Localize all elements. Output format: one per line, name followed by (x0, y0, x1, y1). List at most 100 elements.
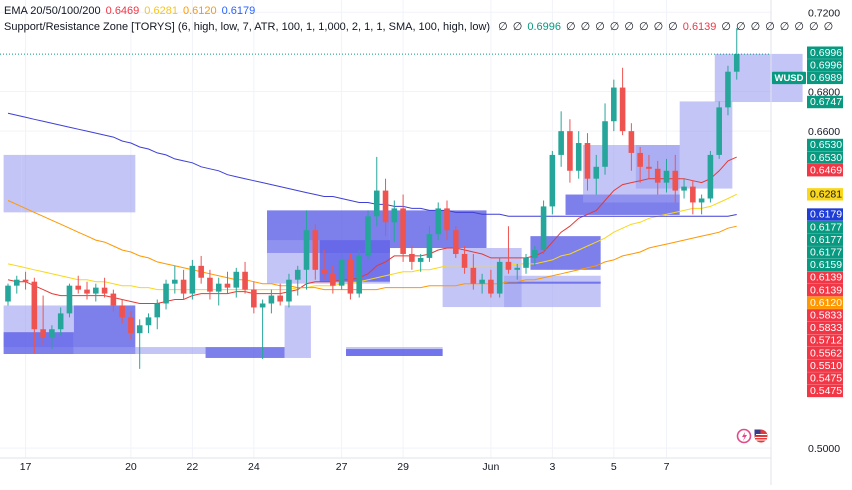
y-tick-label: 0.5000 (808, 443, 840, 455)
candle (207, 269, 213, 300)
candle-body (681, 186, 687, 191)
price-label-box (807, 372, 843, 385)
candle (540, 200, 547, 254)
candle (619, 67, 626, 136)
price-label-text: 0.5510 (810, 360, 842, 372)
sr-legend-value: ∅ (653, 21, 664, 33)
candle-body (611, 87, 617, 122)
sr-legend-value: ∅ (498, 21, 508, 33)
sr-legend-value: ∅ (624, 21, 634, 33)
price-label-text: 0.5562 (810, 347, 842, 359)
candle-body (444, 208, 450, 231)
legend: EMA 20/50/100/200 0.6469 0.6281 0.6120 0.617… (4, 3, 833, 35)
candle (505, 226, 512, 274)
x-tick-label: 24 (248, 461, 260, 473)
price-label: 0.6177 (807, 246, 843, 259)
candle (154, 299, 161, 330)
ema-line (7, 156, 737, 304)
candle (172, 265, 178, 294)
candle-body (479, 279, 485, 284)
ema-legend-row[interactable]: EMA 20/50/100/200 0.6469 0.6281 0.6120 0.617… (4, 3, 833, 19)
candle (13, 275, 20, 294)
candle-body (690, 186, 696, 203)
candle-body (549, 154, 556, 207)
candle-body (523, 257, 529, 268)
candle-body (312, 230, 319, 270)
candle-body (93, 287, 99, 294)
price-label-box (807, 233, 843, 246)
candle (242, 261, 248, 294)
candle (373, 156, 380, 227)
candle (347, 253, 354, 300)
x-tick-label: 7 (664, 461, 670, 473)
price-label: 0.6996 (807, 59, 843, 72)
candle-body (5, 285, 11, 302)
sr-legend-value: ∅ (566, 21, 576, 33)
candle-body (593, 166, 600, 179)
candle (57, 307, 64, 336)
sr-legend-value: ∅ (794, 21, 804, 33)
candle-body (207, 277, 213, 292)
candle (338, 253, 345, 290)
candle-body (567, 131, 573, 171)
candle-body (435, 208, 442, 235)
price-label: WUSD 0.6989 (772, 71, 843, 85)
candle (567, 119, 573, 183)
price-label: 0.5712 (807, 334, 843, 347)
candle (110, 289, 117, 312)
price-label-box (807, 334, 843, 347)
candle (136, 319, 143, 369)
ema-legend-value: 0.6120 (182, 5, 217, 17)
candle (532, 246, 538, 266)
price-label-box (807, 283, 843, 297)
price-label-box (807, 246, 843, 259)
candle-body (40, 329, 46, 338)
candle (356, 249, 362, 298)
x-tick-label: 27 (336, 461, 348, 473)
candle (189, 259, 196, 300)
sr-zone (346, 349, 443, 356)
candle-body (338, 259, 345, 286)
candle (584, 133, 591, 191)
candle (435, 202, 442, 241)
sr-legend-value: ∅ (779, 21, 790, 33)
price-label: 0.5833 (807, 309, 843, 322)
candle-body (540, 206, 547, 250)
axes: 0.7200 0.6800 0.6600 0.5000 17 20 22 24 27 29 Jun 3… (0, 0, 840, 485)
candle-body (75, 285, 82, 290)
ema-lines (7, 112, 737, 304)
candle (698, 194, 705, 215)
candle-body (400, 208, 406, 254)
candle-body (496, 261, 503, 294)
candle-body (189, 265, 196, 294)
price-label: 0.5475 (807, 384, 843, 398)
price-label-text: 0.6177 (810, 234, 842, 246)
candle-body (180, 279, 187, 294)
candle-body (514, 267, 521, 270)
candle-body (233, 271, 240, 288)
candle (409, 246, 415, 270)
candle (646, 154, 652, 179)
candle-body (584, 143, 591, 179)
sr-legend-title: Support/Resistance Zone [TORYS] (6, high… (4, 21, 491, 33)
candle (84, 281, 90, 300)
price-label-text: 0.6139 (810, 272, 842, 284)
sr-legend-row[interactable]: Support/Resistance Zone [TORYS] (6, high… (4, 19, 833, 35)
candle-body (461, 253, 468, 268)
candle-body (57, 313, 64, 330)
price-label-box (807, 71, 843, 85)
ema-legend-title: EMA 20/50/100/200 (4, 5, 101, 17)
price-label: 0.6139 (807, 271, 843, 284)
price-label-box (807, 296, 843, 309)
sr-legend-value: ∅ (808, 21, 819, 33)
price-label-text: 0.6159 (810, 259, 842, 271)
candle-body (251, 289, 257, 308)
candle (321, 249, 327, 280)
price-label: 0.6177 (807, 220, 843, 234)
candle-body (136, 325, 143, 334)
price-label-box (807, 138, 843, 152)
sr-legend-value: ∅ (765, 21, 775, 33)
price-label: 0.5562 (807, 346, 843, 360)
